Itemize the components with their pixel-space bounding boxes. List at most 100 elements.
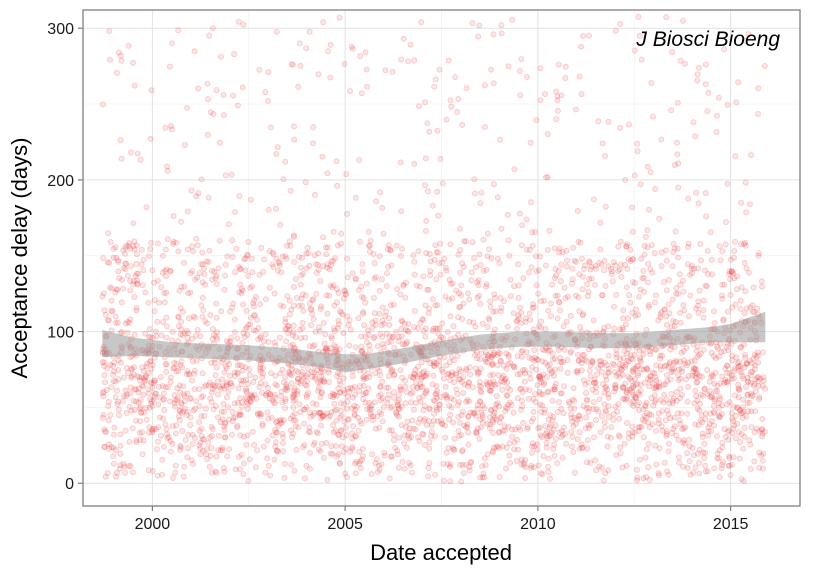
data-point bbox=[268, 414, 275, 421]
data-point bbox=[730, 425, 737, 432]
data-point bbox=[174, 385, 181, 392]
data-point bbox=[161, 299, 168, 306]
data-point bbox=[535, 425, 542, 432]
data-point bbox=[600, 477, 607, 484]
data-point bbox=[296, 40, 303, 47]
data-point bbox=[714, 450, 721, 457]
data-point bbox=[641, 412, 648, 419]
data-point bbox=[711, 308, 718, 315]
data-point bbox=[598, 357, 605, 364]
data-point bbox=[480, 267, 487, 274]
data-point bbox=[715, 455, 722, 462]
data-point bbox=[636, 347, 643, 354]
data-point bbox=[213, 280, 220, 287]
data-point bbox=[562, 63, 569, 70]
data-point bbox=[663, 372, 670, 379]
data-point bbox=[743, 361, 750, 368]
data-point bbox=[542, 262, 549, 269]
data-point bbox=[725, 308, 732, 315]
data-point bbox=[637, 286, 644, 293]
data-point bbox=[110, 444, 117, 451]
data-point bbox=[291, 387, 298, 394]
data-point bbox=[116, 274, 123, 281]
data-point bbox=[247, 391, 254, 398]
data-point bbox=[237, 395, 244, 402]
data-point bbox=[199, 261, 206, 268]
data-point bbox=[164, 435, 171, 442]
data-point bbox=[759, 382, 766, 389]
data-point bbox=[295, 424, 302, 431]
data-point bbox=[476, 369, 483, 376]
data-point bbox=[330, 325, 337, 332]
data-point bbox=[549, 417, 556, 424]
data-point bbox=[251, 441, 258, 448]
data-point bbox=[540, 371, 547, 378]
data-point bbox=[461, 422, 468, 429]
data-point bbox=[415, 419, 422, 426]
data-point bbox=[517, 385, 524, 392]
data-point bbox=[679, 391, 686, 398]
data-point bbox=[241, 256, 248, 263]
data-point bbox=[724, 180, 731, 187]
data-point bbox=[748, 424, 755, 431]
data-point bbox=[337, 427, 344, 434]
data-point bbox=[525, 395, 532, 402]
data-point bbox=[112, 313, 119, 320]
data-point bbox=[487, 388, 494, 395]
data-point bbox=[149, 429, 156, 436]
data-point bbox=[207, 109, 214, 116]
data-point bbox=[682, 60, 689, 67]
data-point bbox=[623, 284, 630, 291]
data-point bbox=[717, 257, 724, 264]
data-point bbox=[420, 373, 427, 380]
data-point bbox=[646, 424, 653, 431]
data-point bbox=[678, 349, 685, 356]
data-point bbox=[289, 413, 296, 420]
data-point bbox=[192, 332, 199, 339]
data-point bbox=[213, 272, 220, 279]
data-point bbox=[120, 460, 127, 467]
data-point bbox=[746, 399, 753, 406]
data-point bbox=[663, 247, 670, 254]
data-point bbox=[143, 404, 150, 411]
data-point bbox=[342, 424, 349, 431]
data-point bbox=[680, 301, 687, 308]
data-point bbox=[477, 365, 484, 372]
data-point bbox=[634, 477, 641, 484]
data-point bbox=[185, 329, 192, 336]
data-point bbox=[189, 358, 196, 365]
data-point bbox=[619, 326, 626, 333]
data-point bbox=[113, 69, 120, 76]
data-point bbox=[175, 367, 182, 374]
data-point bbox=[638, 56, 645, 63]
data-point bbox=[143, 363, 150, 370]
data-point bbox=[368, 413, 375, 420]
data-point bbox=[530, 301, 537, 308]
data-point bbox=[203, 451, 210, 458]
data-point bbox=[234, 102, 241, 109]
data-point bbox=[280, 434, 287, 441]
data-point bbox=[667, 346, 674, 353]
data-point bbox=[215, 265, 222, 272]
data-point bbox=[601, 267, 608, 274]
data-point bbox=[125, 369, 132, 376]
data-point bbox=[675, 436, 682, 443]
data-point bbox=[273, 429, 280, 436]
data-point bbox=[112, 394, 119, 401]
data-point bbox=[189, 460, 196, 467]
data-point bbox=[422, 302, 429, 309]
data-point bbox=[494, 194, 501, 201]
data-point bbox=[566, 400, 573, 407]
data-point bbox=[208, 432, 215, 439]
data-point bbox=[117, 450, 124, 457]
data-point bbox=[262, 392, 269, 399]
data-point bbox=[129, 425, 136, 432]
data-point bbox=[162, 384, 169, 391]
data-point bbox=[728, 269, 735, 276]
data-point bbox=[640, 475, 647, 482]
data-point bbox=[328, 335, 335, 342]
data-point bbox=[426, 305, 433, 312]
data-point bbox=[358, 420, 365, 427]
data-point bbox=[447, 313, 454, 320]
data-point bbox=[243, 399, 250, 406]
